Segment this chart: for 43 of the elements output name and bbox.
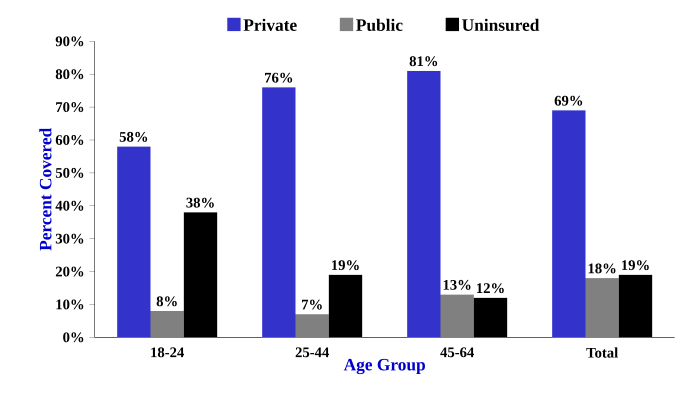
data-label: 19% [332,260,359,270]
bar [184,212,218,338]
data-label: 38% [186,198,214,208]
bar [117,146,151,338]
x-tick-label: 18-24 [151,348,184,358]
data-label: 76% [265,72,292,83]
y-tick-label: 0% [63,332,84,342]
data-label: 58% [120,132,148,142]
y-tick-label: 50% [56,168,84,178]
bar [440,294,474,338]
bar [586,278,619,338]
data-label: 81% [410,56,438,66]
bar [618,275,652,338]
y-tick-label: 80% [56,69,84,80]
data-label: 12% [477,283,504,294]
bar [296,314,329,338]
data-label: 13% [444,280,470,290]
bar [407,71,441,338]
bar [150,311,184,338]
x-tick-label: 25-44 [296,348,329,358]
legend-label: Private [244,18,297,32]
y-tick-label: 40% [56,200,84,211]
y-tick-label: 10% [56,300,84,310]
bar [474,298,508,338]
bar [328,275,362,338]
data-label: 7% [302,300,322,310]
legend-label: Public [356,18,403,32]
y-tick-label: 90% [56,36,84,46]
legend-label: Uninsured [462,18,540,32]
data-label: 19% [622,260,649,270]
x-axis-title: Age Group [344,359,425,374]
y-tick-label: 20% [56,266,84,277]
y-axis-title: Percent Covered [39,128,52,251]
x-tick-label: 45-64 [440,348,474,358]
y-tick-label: 60% [56,135,84,146]
bar [552,110,586,338]
data-label: 18% [588,264,616,274]
x-tick-label: Total [586,348,618,358]
y-tick-label: 30% [56,234,84,244]
data-label: 69% [554,96,582,106]
bar [262,88,296,338]
data-label: 8% [156,296,177,306]
y-tick-label: 70% [56,102,84,112]
